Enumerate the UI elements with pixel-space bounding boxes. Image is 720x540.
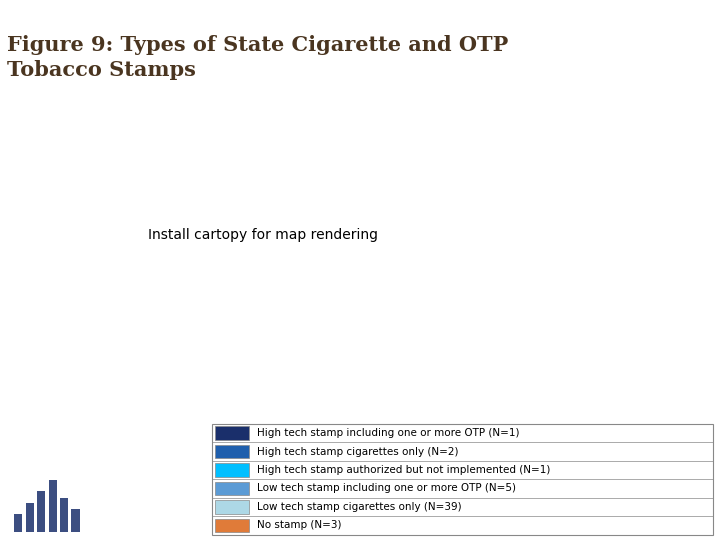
Text: High tech stamp cigarettes only (N=2): High tech stamp cigarettes only (N=2)	[258, 447, 459, 457]
Text: Install cartopy for map rendering: Install cartopy for map rendering	[148, 228, 378, 242]
Bar	[215, 427, 249, 440]
Text: Low tech stamp including one or more OTP (N=5): Low tech stamp including one or more OTP…	[258, 483, 516, 494]
Text: No stamp (N=3): No stamp (N=3)	[258, 521, 342, 530]
Bar	[14, 514, 22, 532]
Bar	[215, 482, 249, 495]
Bar	[25, 503, 34, 532]
Bar	[71, 509, 79, 532]
Text: Figure 9: Types of State Cigarette and OTP
Tobacco Stamps: Figure 9: Types of State Cigarette and O…	[7, 35, 508, 80]
Text: Low tech stamp cigarettes only (N=39): Low tech stamp cigarettes only (N=39)	[258, 502, 462, 512]
Bar	[48, 480, 57, 532]
Bar	[37, 490, 45, 532]
Bar	[215, 445, 249, 458]
Text: High tech stamp including one or more OTP (N=1): High tech stamp including one or more OT…	[258, 428, 520, 438]
Text: High tech stamp authorized but not implemented (N=1): High tech stamp authorized but not imple…	[258, 465, 551, 475]
Bar	[215, 519, 249, 532]
Bar	[60, 498, 68, 532]
Bar	[215, 463, 249, 477]
Bar	[215, 500, 249, 514]
